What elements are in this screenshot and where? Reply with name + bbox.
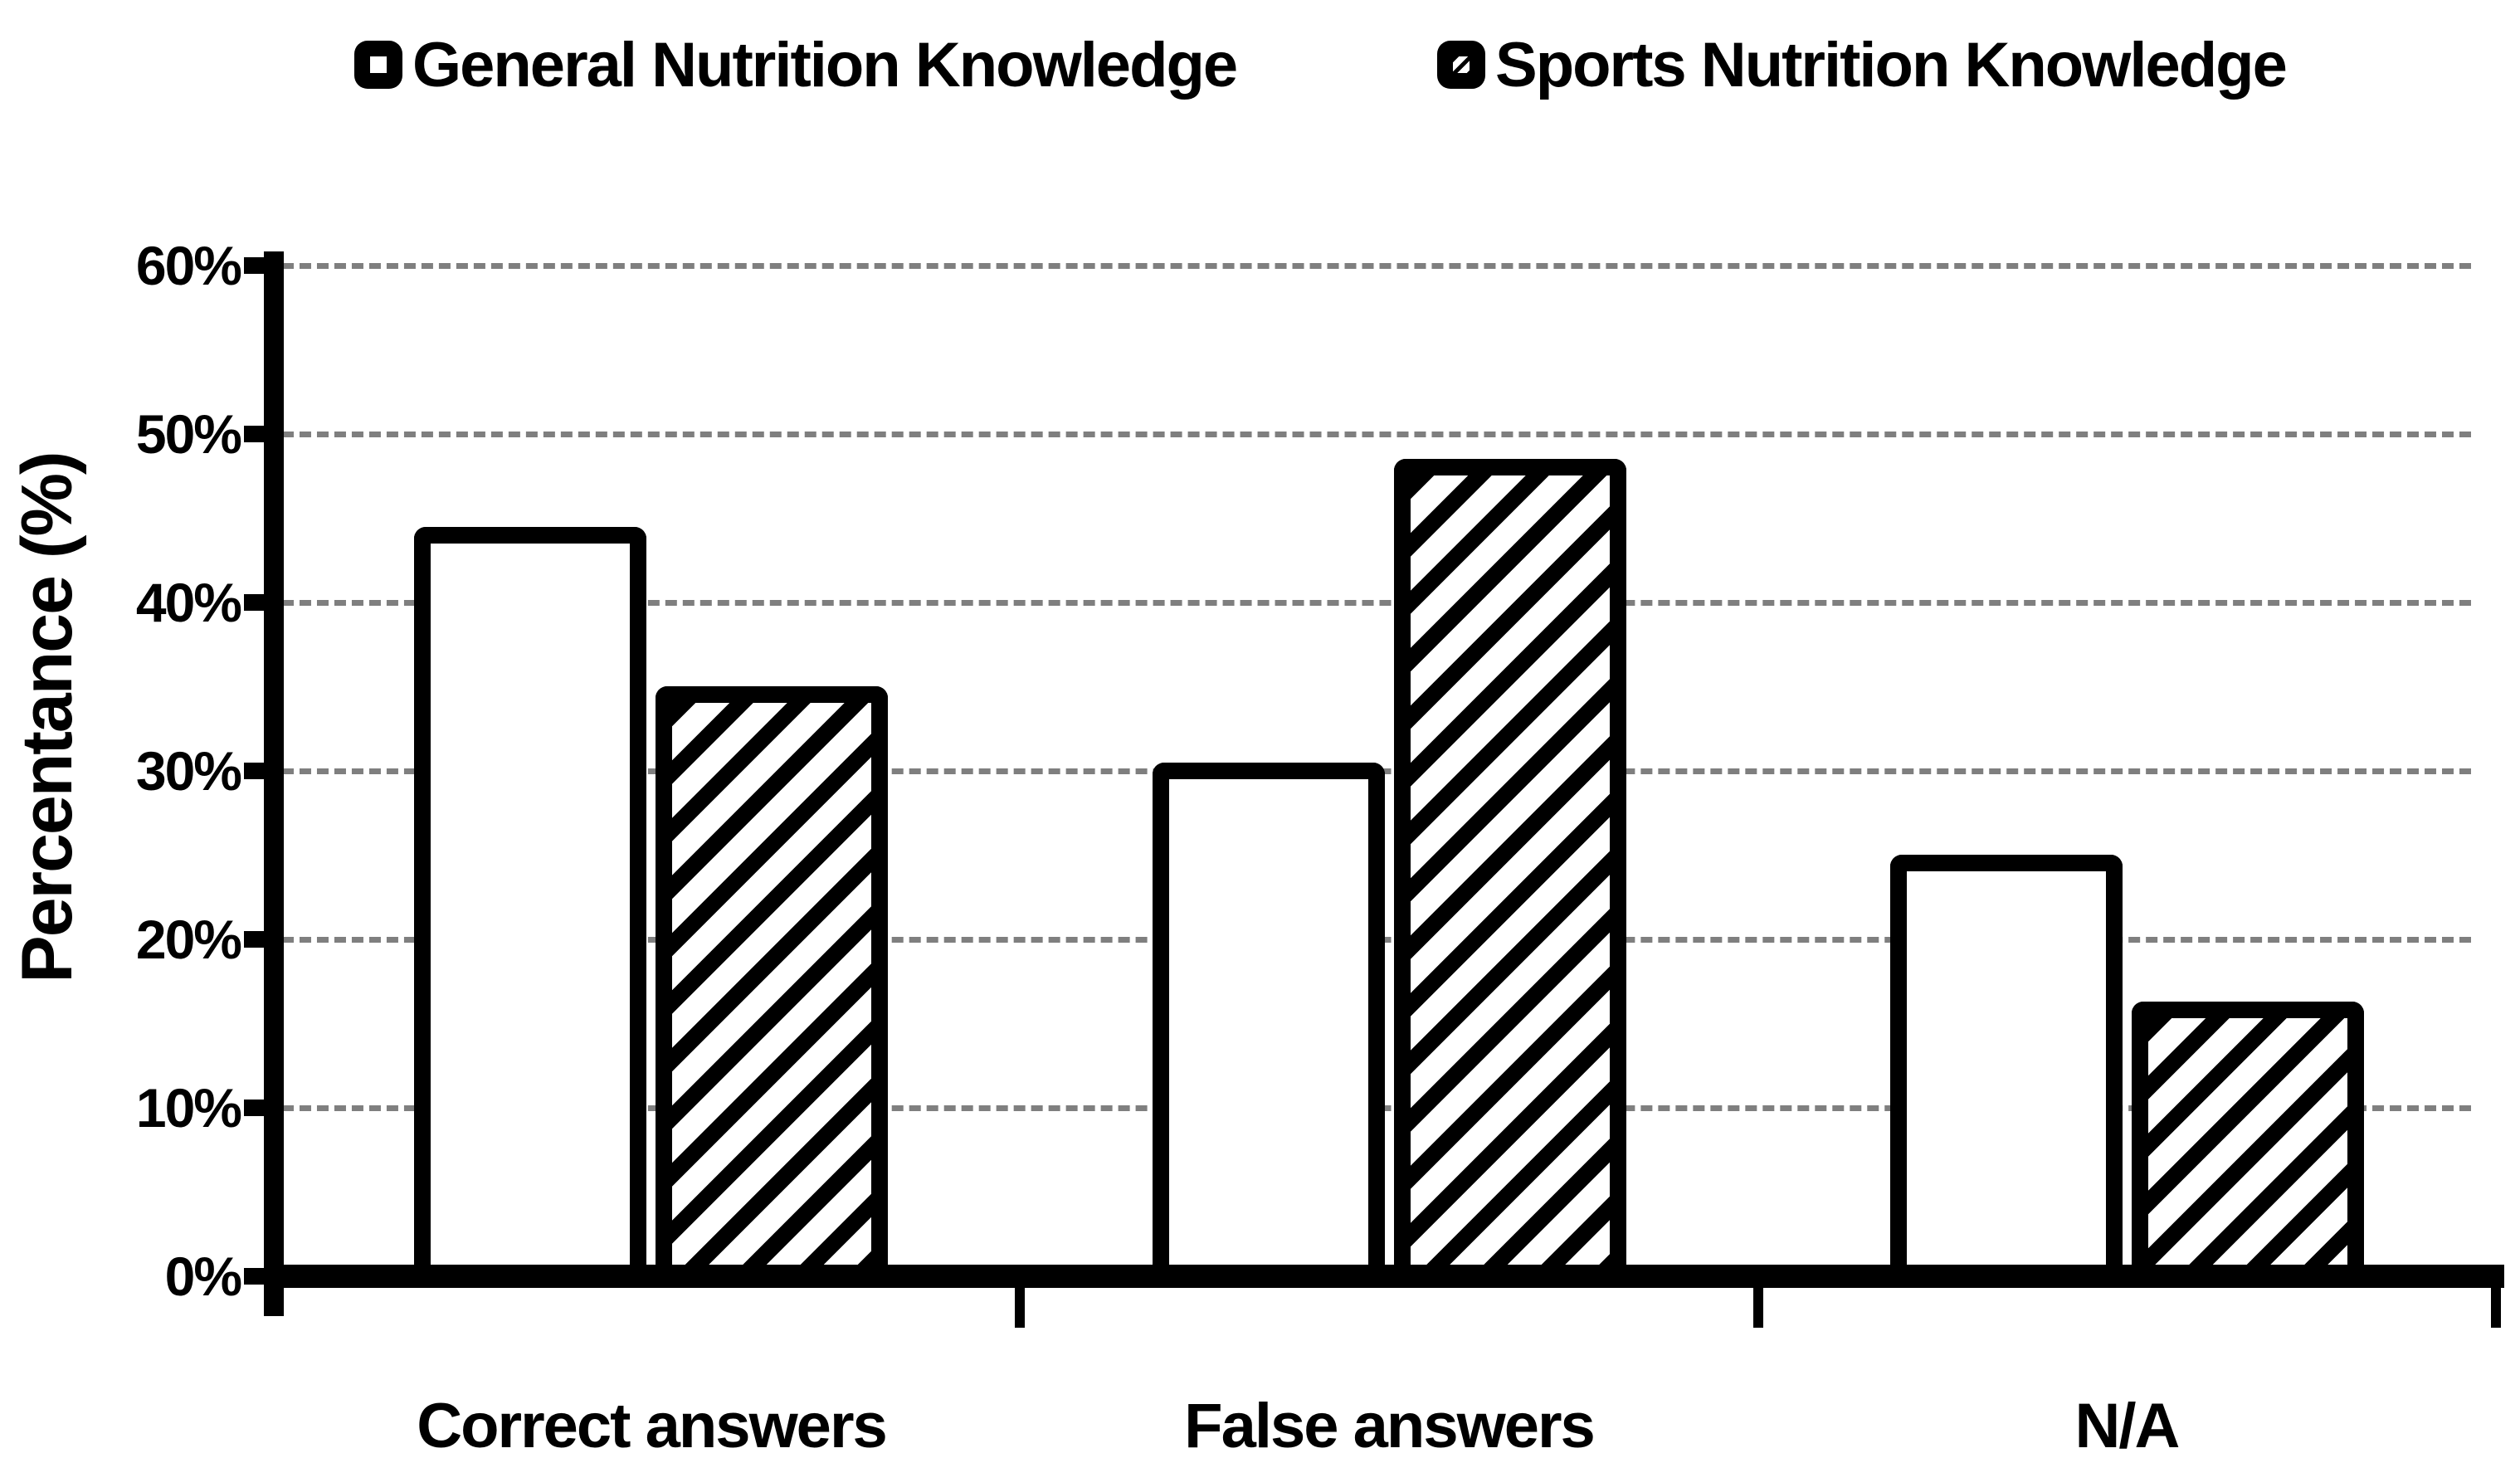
bar-sports-nutrition-knowledge-correct-answers	[656, 686, 888, 1276]
y-tick-label-10: 10%	[135, 1077, 242, 1139]
y-tick-0	[244, 1268, 266, 1285]
y-tick-10	[244, 1100, 266, 1116]
bar-sports-nutrition-knowledge-false-answers	[1394, 459, 1626, 1276]
legend-label-sports: Sports Nutrition Knowledge	[1495, 29, 2288, 100]
y-tick-40	[244, 594, 266, 611]
y-tick-label-40: 40%	[135, 572, 242, 633]
legend-item-general: General Nutrition Knowledge	[354, 22, 1238, 108]
y-tick-label-50: 50%	[135, 403, 242, 465]
gridline-50	[282, 432, 2471, 437]
white-square-marker-icon	[354, 41, 402, 89]
y-tick-20	[244, 931, 266, 948]
gridline-60	[282, 263, 2471, 269]
bar-general-nutrition-knowledge-n-a	[1890, 855, 2123, 1276]
y-tick-50	[244, 426, 266, 442]
bar-general-nutrition-knowledge-false-answers	[1153, 763, 1385, 1276]
y-tick-30	[244, 763, 266, 779]
y-tick-label-60: 60%	[135, 235, 242, 296]
bar-sports-nutrition-knowledge-n-a	[2132, 1002, 2364, 1276]
x-axis-line	[264, 1265, 2504, 1288]
x-tick-3	[2491, 1288, 2501, 1328]
hatched-square-marker-icon	[1437, 41, 1485, 89]
x-tick-1	[1015, 1288, 1026, 1328]
y-tick-60	[244, 257, 266, 274]
y-axis-line	[264, 251, 284, 1316]
legend-item-sports: Sports Nutrition Knowledge	[1437, 22, 2288, 108]
y-tick-label-30: 30%	[135, 740, 242, 802]
legend-label-general: General Nutrition Knowledge	[412, 29, 1238, 100]
gridline-40	[282, 600, 2471, 606]
y-tick-label-20: 20%	[135, 909, 242, 970]
y-tick-label-0: 0%	[164, 1246, 242, 1307]
category-label-n-a: N/A	[2074, 1391, 2181, 1458]
category-label-false-answers: False answers	[1184, 1391, 1596, 1458]
x-tick-2	[1752, 1288, 1763, 1328]
category-label-correct-answers: Correct answers	[417, 1391, 888, 1458]
bar-general-nutrition-knowledge-correct-answers	[414, 527, 646, 1276]
